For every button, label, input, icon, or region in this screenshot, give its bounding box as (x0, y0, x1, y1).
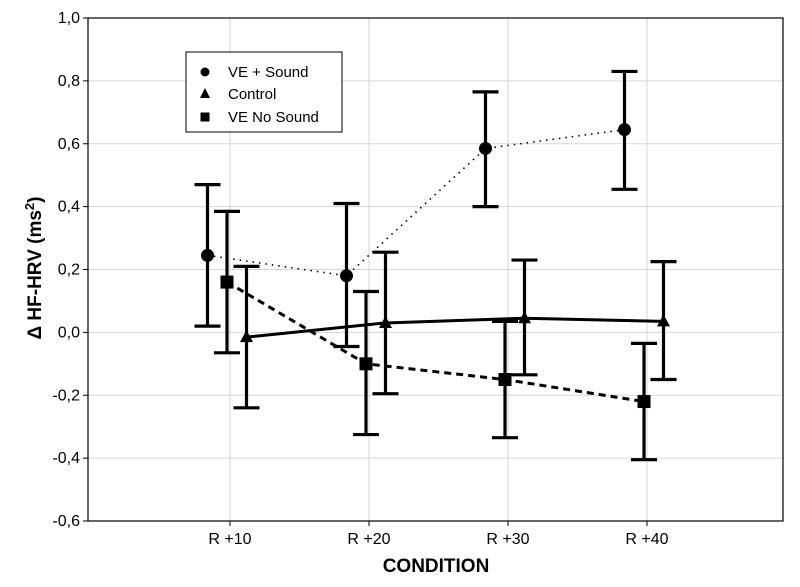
legend-marker-control (200, 88, 210, 98)
legend-marker-ve-no-sound (200, 112, 210, 122)
data-point (201, 248, 214, 262)
series-ve-sound (194, 69, 638, 349)
legend-label-ve-sound: VE + Sound (228, 64, 308, 81)
data-point (518, 311, 531, 324)
legend: VE + Sound Control VE No Sound (185, 51, 343, 133)
x-tick-label: R +10 (208, 531, 251, 548)
x-tick-label: R +30 (486, 531, 529, 548)
data-point (498, 373, 512, 387)
data-point (340, 269, 353, 283)
y-axis-title-end: ) (25, 197, 46, 203)
x-tick-label: R +20 (347, 531, 390, 548)
data-point (220, 275, 234, 289)
data-point (637, 395, 651, 409)
series-control (233, 250, 677, 410)
y-tick-label: -0,2 (52, 387, 80, 404)
legend-label-ve-no-sound: VE No Sound (228, 109, 319, 126)
y-tick-label: 0,6 (58, 136, 80, 153)
y-tick-label: 1,0 (58, 10, 80, 27)
series-line (226, 280, 645, 404)
x-tick-label: R +40 (625, 531, 668, 548)
legend-box (185, 51, 343, 133)
series-layer (194, 69, 677, 462)
data-point (359, 357, 373, 371)
x-axis: R +10 R +20 R +30 R +40 (208, 521, 669, 548)
data-point (618, 123, 631, 137)
data-point (240, 330, 253, 343)
y-tick-label: -0,6 (52, 513, 80, 530)
y-tick-label: 0,0 (58, 324, 80, 341)
y-axis-title-superscript: 2 (22, 203, 37, 210)
y-axis-title: Δ HF-HRV (ms2) (22, 197, 46, 340)
y-axis-title-main: Δ HF-HRV (ms (25, 210, 46, 339)
series-line (207, 128, 625, 277)
data-point (479, 141, 492, 155)
x-axis-title: CONDITION (383, 556, 490, 577)
legend-label-control: Control (228, 86, 276, 103)
series-ve-no-sound (214, 209, 657, 462)
y-tick-label: 0,8 (58, 73, 80, 90)
y-tick-label: 0,4 (58, 199, 80, 216)
data-point (379, 315, 392, 328)
data-point (657, 314, 670, 327)
y-axis: -0,6 -0,4 -0,2 0,0 0,2 0,4 0,6 0,8 1,0 (52, 10, 88, 530)
y-tick-label: -0,4 (52, 450, 80, 467)
series-line (246, 316, 664, 339)
legend-marker-ve-sound (200, 67, 210, 77)
y-tick-label: 0,2 (58, 262, 80, 279)
